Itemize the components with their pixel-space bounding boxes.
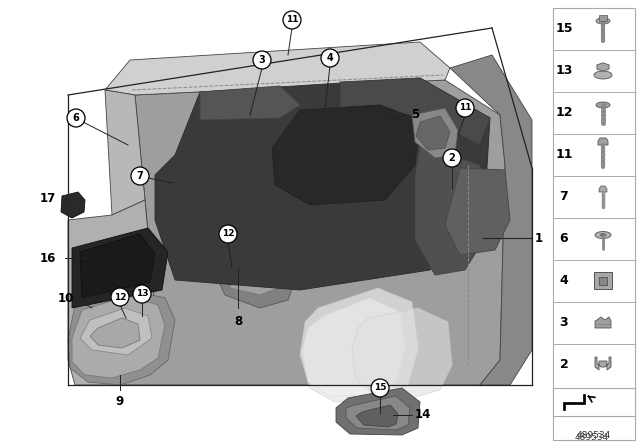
Polygon shape [61, 192, 85, 218]
Text: 14: 14 [415, 409, 431, 422]
Text: 16: 16 [40, 251, 56, 264]
Text: 11: 11 [459, 103, 471, 112]
Text: 4: 4 [326, 53, 333, 63]
Polygon shape [595, 317, 611, 328]
Text: 11: 11 [556, 148, 573, 161]
Text: 6: 6 [72, 113, 79, 123]
Text: 6: 6 [560, 233, 568, 246]
Ellipse shape [596, 102, 610, 108]
Polygon shape [105, 42, 450, 95]
Polygon shape [415, 145, 490, 275]
Text: 3: 3 [259, 55, 266, 65]
Polygon shape [599, 186, 607, 192]
Polygon shape [230, 262, 286, 295]
Polygon shape [118, 80, 505, 385]
Text: 13: 13 [556, 65, 573, 78]
Text: 489534: 489534 [577, 431, 611, 439]
Text: 7: 7 [559, 190, 568, 203]
FancyBboxPatch shape [599, 15, 607, 21]
Circle shape [131, 167, 149, 185]
Polygon shape [72, 228, 168, 308]
Text: 4: 4 [559, 275, 568, 288]
Circle shape [111, 288, 129, 306]
Polygon shape [340, 78, 490, 145]
Polygon shape [200, 86, 300, 120]
Polygon shape [90, 318, 140, 348]
Polygon shape [356, 405, 398, 427]
Polygon shape [336, 388, 420, 435]
Text: 13: 13 [136, 289, 148, 298]
Polygon shape [272, 105, 420, 205]
Circle shape [443, 149, 461, 167]
Circle shape [67, 109, 85, 127]
Circle shape [133, 285, 151, 303]
Polygon shape [352, 308, 452, 398]
FancyBboxPatch shape [594, 272, 612, 289]
Text: 489534: 489534 [575, 433, 609, 442]
Ellipse shape [596, 18, 610, 24]
Text: 7: 7 [136, 171, 143, 181]
Circle shape [456, 99, 474, 117]
Text: 8: 8 [234, 315, 242, 328]
Circle shape [321, 49, 339, 67]
Polygon shape [563, 394, 585, 410]
Ellipse shape [594, 71, 612, 79]
Ellipse shape [600, 20, 605, 22]
Text: 2: 2 [559, 358, 568, 371]
Polygon shape [80, 234, 155, 298]
Polygon shape [597, 63, 609, 71]
Text: 3: 3 [560, 316, 568, 329]
FancyBboxPatch shape [599, 277, 607, 285]
Text: 17: 17 [40, 191, 56, 204]
Text: 11: 11 [285, 16, 298, 25]
Text: 15: 15 [374, 383, 387, 392]
Polygon shape [302, 298, 405, 396]
Text: 5: 5 [411, 108, 419, 121]
Text: 12: 12 [556, 107, 573, 120]
Text: 10: 10 [58, 292, 74, 305]
Circle shape [253, 51, 271, 69]
Text: 12: 12 [221, 229, 234, 238]
Polygon shape [68, 290, 175, 385]
Ellipse shape [600, 234, 605, 236]
Text: 1: 1 [535, 232, 543, 245]
Text: 12: 12 [114, 293, 126, 302]
Circle shape [371, 379, 389, 397]
Polygon shape [595, 357, 611, 370]
Text: 2: 2 [449, 153, 456, 163]
Polygon shape [80, 308, 152, 355]
Polygon shape [155, 78, 490, 290]
Polygon shape [450, 55, 532, 385]
Text: 15: 15 [556, 22, 573, 35]
Circle shape [283, 11, 301, 29]
Polygon shape [346, 396, 410, 430]
Text: 9: 9 [116, 395, 124, 408]
FancyBboxPatch shape [553, 8, 635, 440]
Polygon shape [445, 168, 510, 255]
Polygon shape [68, 200, 155, 385]
Polygon shape [412, 108, 458, 158]
Polygon shape [416, 116, 450, 150]
FancyBboxPatch shape [553, 388, 635, 416]
Polygon shape [105, 90, 145, 215]
Circle shape [219, 225, 237, 243]
Ellipse shape [595, 232, 611, 238]
Polygon shape [72, 296, 165, 378]
Polygon shape [300, 288, 418, 402]
Polygon shape [598, 138, 608, 145]
Polygon shape [218, 255, 295, 308]
